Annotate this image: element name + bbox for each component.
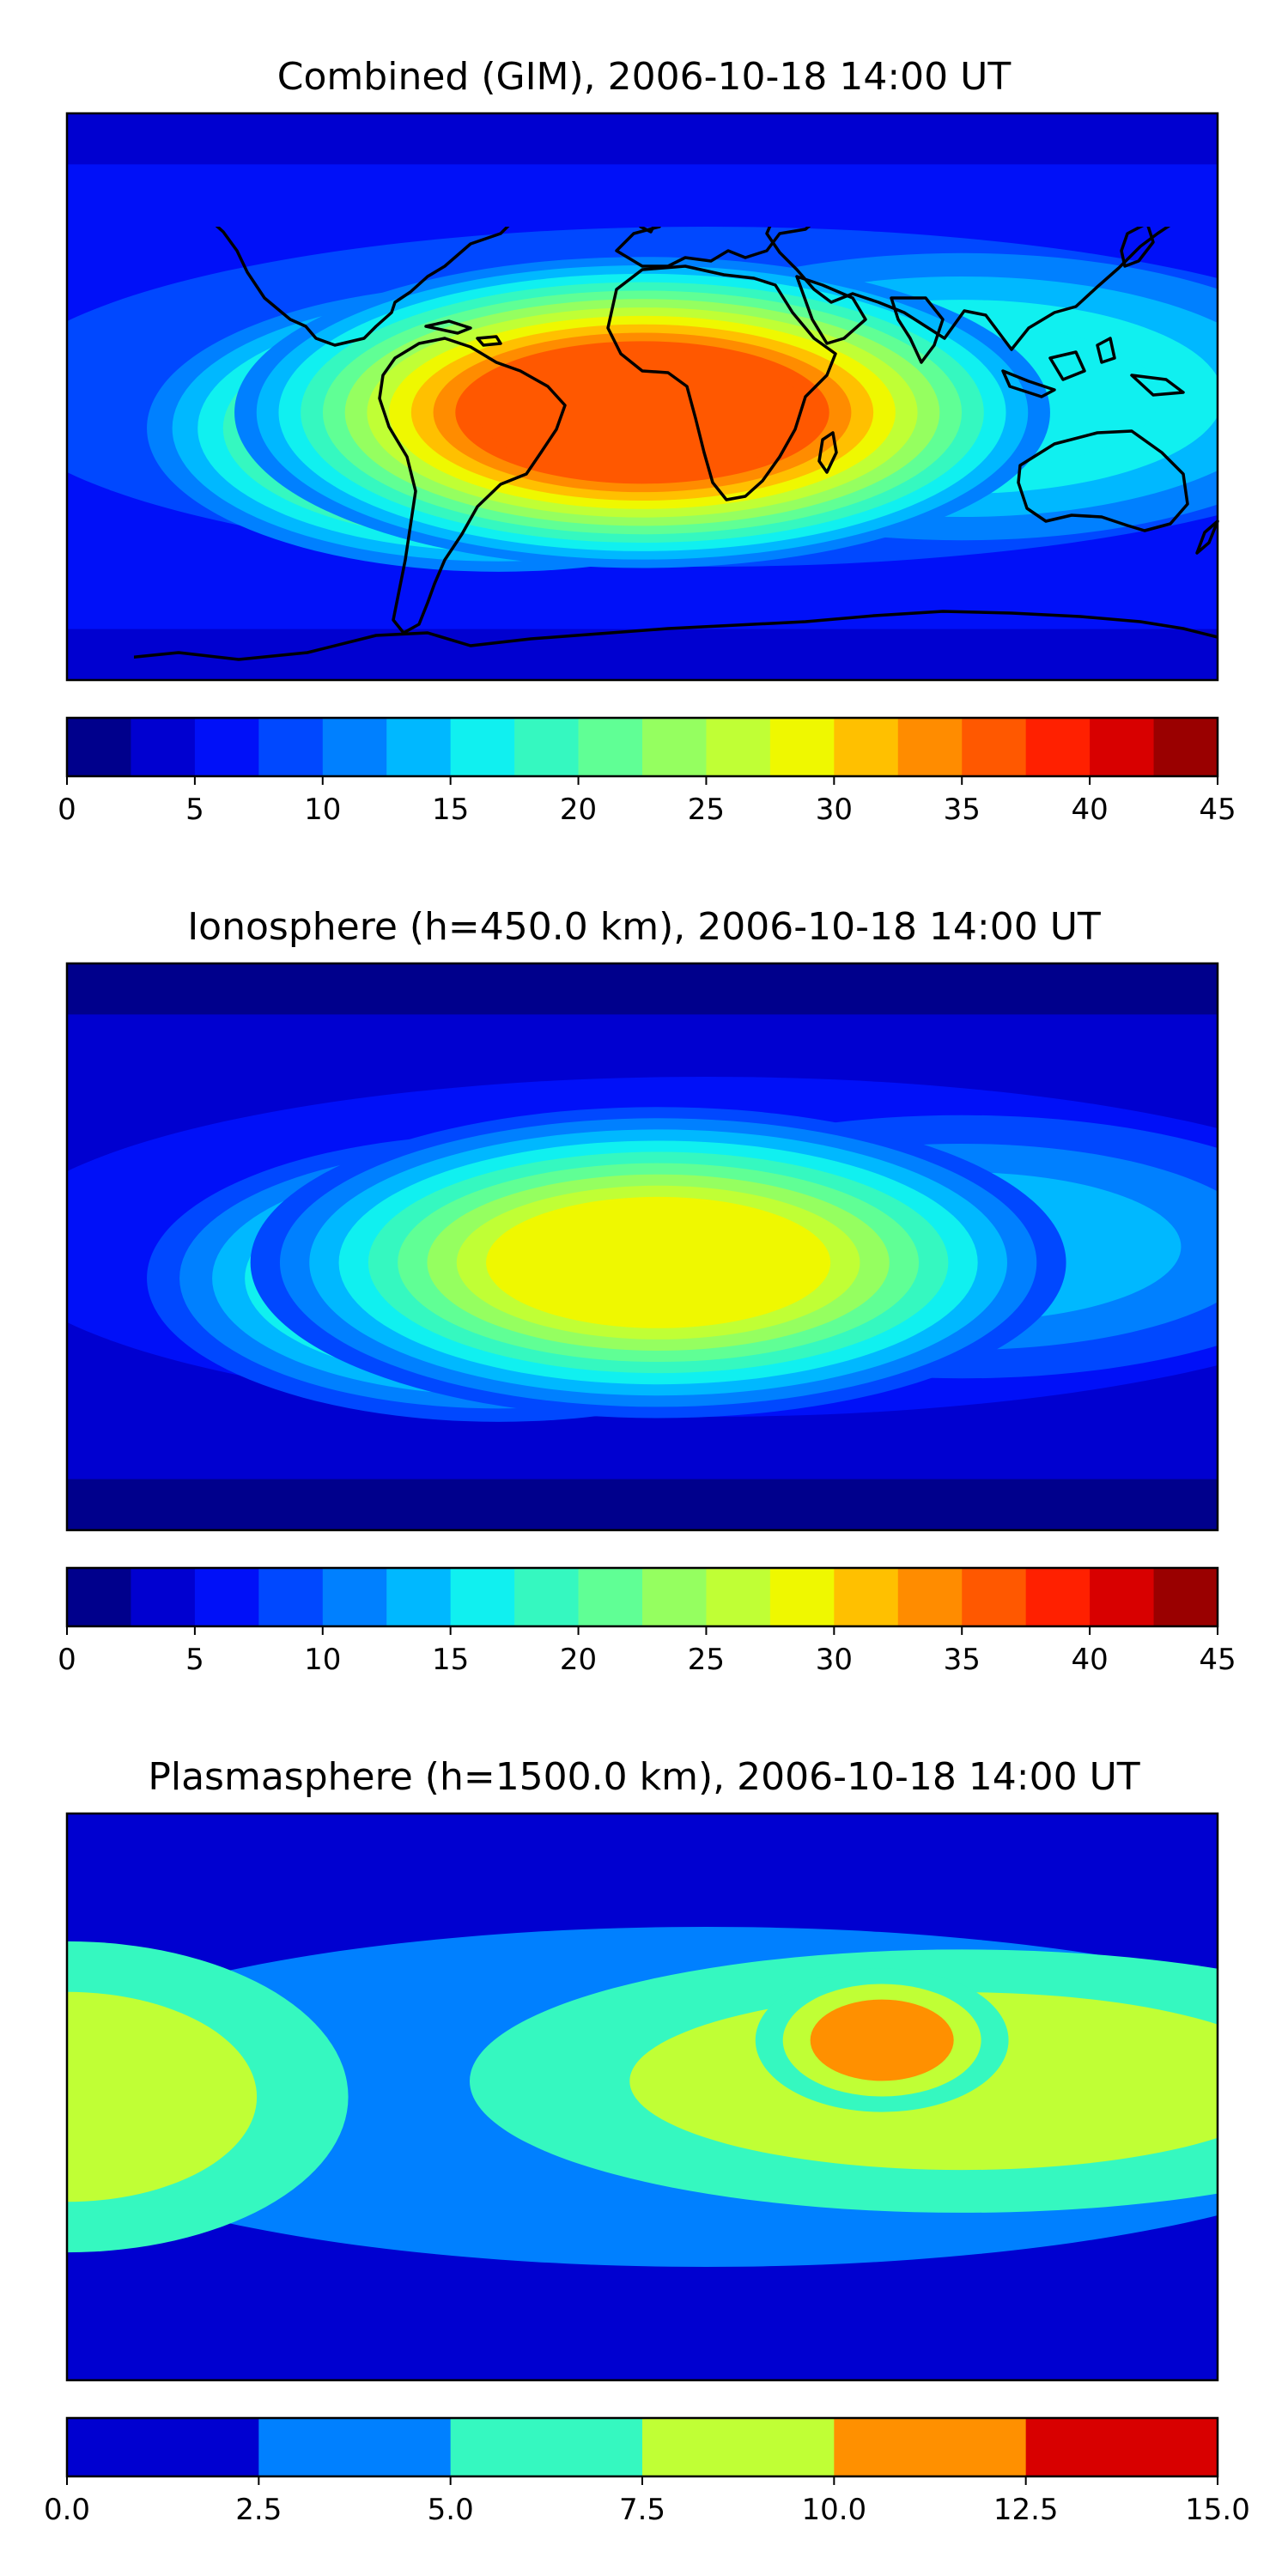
colorbar-2-swatch: [834, 1568, 899, 1626]
panel-3-map-field: [67, 1814, 1218, 2380]
colorbar-1-swatch: [131, 718, 196, 776]
panel-2-south-polar-band: [67, 1479, 1218, 1530]
panel-1-south-polar-band: [67, 629, 1218, 680]
colorbar-3-swatch: [450, 2418, 643, 2476]
colorbar-1-swatch: [450, 718, 515, 776]
colorbar-2-tick-label: 25: [688, 1643, 725, 1677]
panel-1-map-field: [67, 113, 1218, 680]
colorbar-1-tick-label: 35: [944, 793, 981, 827]
colorbar-1-tick-label: 0: [58, 793, 76, 827]
colorbar-3-swatch: [1025, 2418, 1218, 2476]
colorbar-2-tick-label: 5: [185, 1643, 204, 1677]
colorbar-1-tick-label: 20: [560, 793, 597, 827]
colorbar-3-swatch: [642, 2418, 835, 2476]
colorbar-1-swatch: [386, 718, 452, 776]
colorbar-2-tick-label: 20: [560, 1643, 597, 1677]
colorbar-2-tick-label: 10: [304, 1643, 341, 1677]
colorbar-1-swatch: [1153, 718, 1218, 776]
colorbar-2-swatch: [578, 1568, 643, 1626]
panel-2-equatorial-maximum-contour: [486, 1196, 831, 1328]
colorbar-2-swatch: [1025, 1568, 1091, 1626]
colorbar-1-swatch: [769, 718, 835, 776]
colorbar-3-tick-label: 7.5: [619, 2493, 665, 2527]
colorbar-2-tick-label: 30: [816, 1643, 853, 1677]
colorbar-2-swatch: [642, 1568, 707, 1626]
panel-1-title: Combined (GIM), 2006-10-18 14:00 UT: [276, 55, 1012, 99]
colorbar-1-swatch: [897, 718, 963, 776]
colorbar-2-tick-label: 40: [1071, 1643, 1108, 1677]
panel-3-north-polar-band: [67, 1814, 1218, 1865]
colorbar-1-tick-label: 30: [816, 793, 853, 827]
colorbar-2-swatch: [769, 1568, 835, 1626]
colorbar-2-swatch: [386, 1568, 452, 1626]
colorbar-2-frame: [65, 1566, 1219, 1628]
panel-3-south-polar-band: [67, 2329, 1218, 2380]
colorbar-3-tick-label: 5.0: [428, 2493, 474, 2527]
colorbar-1-tick-label: 25: [688, 793, 725, 827]
colorbar-1-swatch: [194, 718, 259, 776]
colorbar-1-frame: [65, 716, 1219, 778]
colorbar-3-tick-label: 0.0: [44, 2493, 90, 2527]
colorbar-3-swatch: [834, 2418, 1027, 2476]
colorbar-1-tick-label: 15: [432, 793, 469, 827]
colorbar-1-swatch: [642, 718, 707, 776]
colorbar-1-tick-label: 40: [1071, 793, 1108, 827]
colorbar-1-tick-label: 45: [1199, 793, 1236, 827]
colorbar-2-swatch: [194, 1568, 259, 1626]
colorbar-1-swatch: [1025, 718, 1091, 776]
colorbar-3-swatch: [258, 2418, 452, 2476]
panel-3-title: Plasmasphere (h=1500.0 km), 2006-10-18 1…: [148, 1755, 1140, 1799]
colorbar-2-swatch: [1090, 1568, 1155, 1626]
colorbar-1-swatch: [578, 718, 643, 776]
colorbar-2-tick-label: 0: [58, 1643, 76, 1677]
colorbar-1-tick-label: 5: [185, 793, 204, 827]
panel-2-colorbar: 0 5 10 15 20 25 30 35 40 45: [58, 1566, 1236, 1677]
colorbar-1-tick-label: 10: [304, 793, 341, 827]
panel-2-north-polar-band: [67, 963, 1218, 1015]
panel-1-equatorial-maximum-contour: [477, 349, 807, 476]
panel-3-frame: [65, 1812, 1219, 2382]
colorbar-1-swatch: [67, 718, 131, 776]
colorbar-2-tick-label: 35: [944, 1643, 981, 1677]
colorbar-2-swatch: [131, 1568, 196, 1626]
panel-2-frame: [65, 962, 1219, 1532]
colorbar-1-swatch: [258, 718, 324, 776]
panel-1-north-polar-band: [67, 113, 1218, 165]
panel-2-map-field: [67, 963, 1218, 1530]
panel-1-frame: [65, 112, 1219, 682]
colorbar-2-swatch: [322, 1568, 387, 1626]
colorbar-1-swatch: [706, 718, 771, 776]
panel-2-title: Ionosphere (h=450.0 km), 2006-10-18 14:0…: [187, 905, 1101, 949]
colorbar-3-tick-label: 15.0: [1185, 2493, 1250, 2527]
colorbar-2-swatch: [514, 1568, 580, 1626]
colorbar-2-swatch: [706, 1568, 771, 1626]
colorbar-3-tick-label: 2.5: [235, 2493, 282, 2527]
colorbar-1-swatch: [834, 718, 899, 776]
colorbar-1-swatch: [1090, 718, 1155, 776]
colorbar-2-swatch: [962, 1568, 1027, 1626]
colorbar-1-swatch: [514, 718, 580, 776]
colorbar-3-swatch: [67, 2418, 259, 2476]
colorbar-1-swatch: [962, 718, 1027, 776]
colorbar-1-swatch: [322, 718, 387, 776]
colorbar-3-tick-label: 12.5: [993, 2493, 1059, 2527]
colorbar-2-swatch: [67, 1568, 131, 1626]
colorbar-2-swatch: [1153, 1568, 1218, 1626]
panel-1-colorbar: 0 5 10 15 20 25 30 35 40 45: [58, 716, 1236, 827]
panel-3-pacific-east-edge-contour: [67, 1991, 258, 2202]
colorbar-2-swatch: [897, 1568, 963, 1626]
panel-3-india-maximum-contour: [810, 1999, 954, 2081]
colorbar-2-tick-label: 15: [432, 1643, 469, 1677]
colorbar-3-tick-label: 10.0: [801, 2493, 866, 2527]
colorbar-2-tick-label: 45: [1199, 1643, 1236, 1677]
panel-3-colorbar: 0.0 2.5 5.0 7.5 10.0 12.5 15.0: [44, 2416, 1250, 2527]
colorbar-2-swatch: [450, 1568, 515, 1626]
colorbar-2-swatch: [258, 1568, 324, 1626]
